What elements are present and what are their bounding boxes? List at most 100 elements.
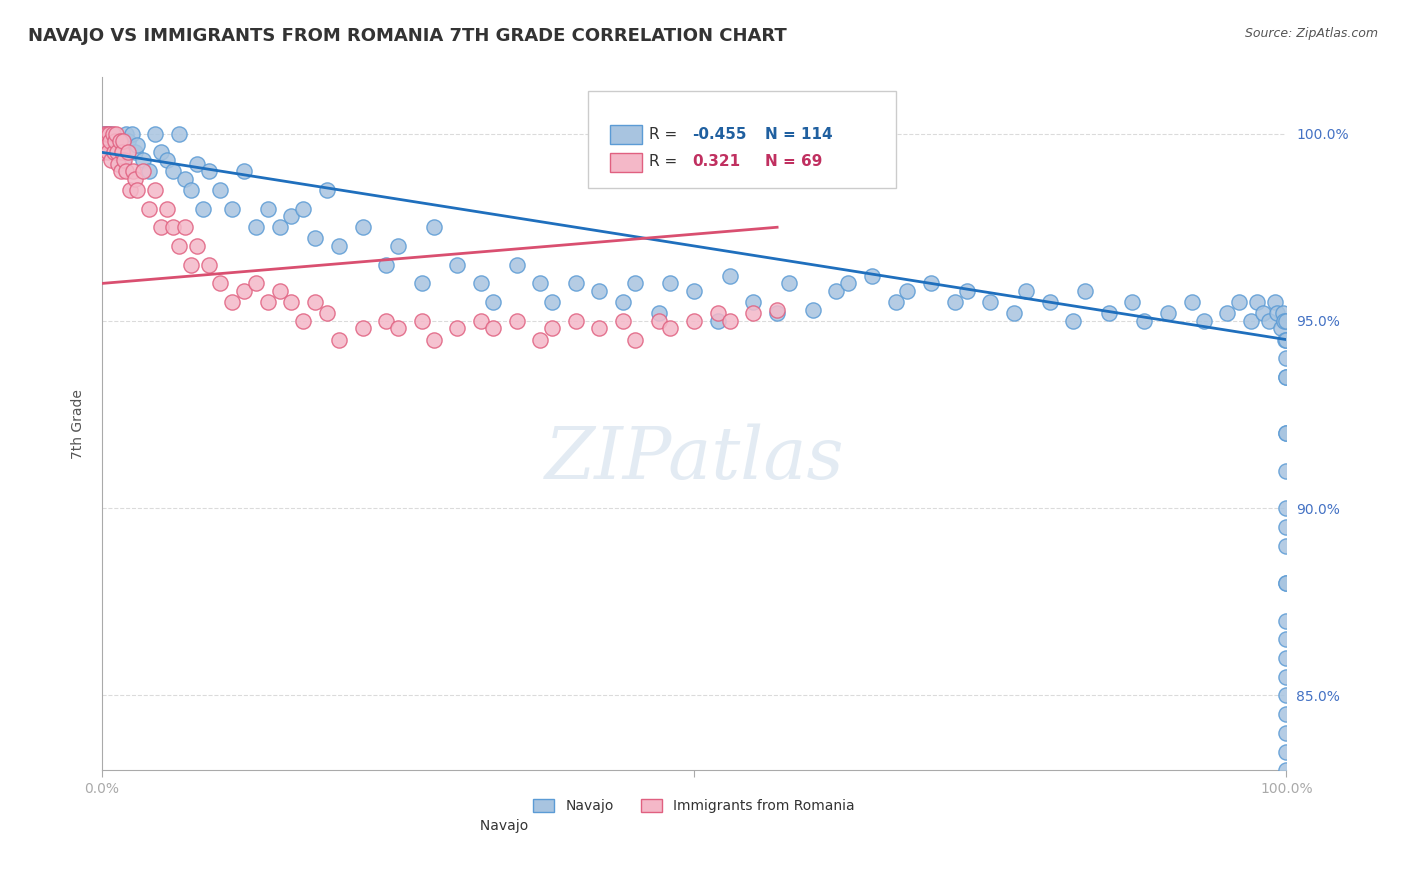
Point xyxy=(101,127,124,141)
Point xyxy=(1275,351,1298,366)
Point xyxy=(1240,314,1263,328)
Point xyxy=(1275,314,1298,328)
Point xyxy=(1121,295,1143,310)
Point xyxy=(186,156,208,170)
Point xyxy=(97,145,120,160)
Point xyxy=(108,145,131,160)
Point xyxy=(150,145,173,160)
Point xyxy=(801,302,824,317)
Point xyxy=(107,156,129,170)
Point xyxy=(121,164,143,178)
Point xyxy=(110,164,132,178)
Point xyxy=(1264,295,1286,310)
Point xyxy=(256,295,278,310)
Point xyxy=(624,333,647,347)
Point xyxy=(1275,651,1298,665)
Point xyxy=(91,145,114,160)
Point xyxy=(778,277,800,291)
Point xyxy=(143,127,166,141)
Point xyxy=(1275,576,1298,591)
Point xyxy=(173,220,195,235)
Point xyxy=(328,333,350,347)
Point xyxy=(1275,426,1298,441)
Point xyxy=(167,127,190,141)
Point xyxy=(105,145,128,160)
Point xyxy=(94,127,117,141)
Point xyxy=(97,127,120,141)
Point xyxy=(304,295,326,310)
Point xyxy=(766,306,789,320)
Point xyxy=(1275,464,1298,478)
Point xyxy=(588,321,610,335)
Point xyxy=(470,314,492,328)
Point xyxy=(1038,295,1060,310)
FancyBboxPatch shape xyxy=(588,91,896,188)
Point xyxy=(209,277,232,291)
Point xyxy=(156,153,179,167)
Point xyxy=(245,277,267,291)
Point xyxy=(124,171,146,186)
Point xyxy=(124,145,146,160)
Point xyxy=(1002,306,1025,320)
Point xyxy=(1272,314,1295,328)
Point xyxy=(659,277,682,291)
Point xyxy=(1274,333,1296,347)
Point xyxy=(105,127,128,141)
Point xyxy=(647,314,669,328)
Point xyxy=(209,183,232,197)
Point xyxy=(1271,306,1294,320)
Point xyxy=(280,209,302,223)
Point xyxy=(150,220,173,235)
Point xyxy=(422,333,444,347)
Point xyxy=(143,183,166,197)
Point xyxy=(117,134,139,148)
Point xyxy=(114,164,136,178)
Point xyxy=(446,321,468,335)
Point xyxy=(121,127,143,141)
Point xyxy=(117,145,139,160)
Point xyxy=(1015,284,1038,298)
Point xyxy=(167,239,190,253)
Point xyxy=(221,202,243,216)
Point xyxy=(132,164,155,178)
Point xyxy=(316,306,339,320)
Point xyxy=(979,295,1001,310)
Point xyxy=(541,295,564,310)
Point xyxy=(718,268,741,283)
Point xyxy=(529,277,551,291)
Point xyxy=(221,295,243,310)
Point xyxy=(766,302,789,317)
Point xyxy=(233,284,256,298)
Point xyxy=(191,202,214,216)
Point xyxy=(375,314,398,328)
Point xyxy=(1275,520,1298,534)
Point xyxy=(564,314,586,328)
Point xyxy=(742,295,765,310)
Point xyxy=(1192,314,1215,328)
Point xyxy=(470,277,492,291)
Point xyxy=(718,314,741,328)
Point xyxy=(1246,295,1268,310)
Point xyxy=(647,306,669,320)
Point xyxy=(1275,501,1298,516)
Text: NAVAJO VS IMMIGRANTS FROM ROMANIA 7TH GRADE CORRELATION CHART: NAVAJO VS IMMIGRANTS FROM ROMANIA 7TH GR… xyxy=(28,27,787,45)
Point xyxy=(896,284,918,298)
Point xyxy=(269,284,291,298)
Text: ZIPatlas: ZIPatlas xyxy=(544,424,844,494)
Text: R =: R = xyxy=(650,127,682,142)
Point xyxy=(541,321,564,335)
Point xyxy=(1270,321,1292,335)
Point xyxy=(1275,370,1298,384)
Point xyxy=(482,321,505,335)
Point xyxy=(256,202,278,216)
Point xyxy=(197,164,219,178)
Point xyxy=(1275,539,1298,553)
Point xyxy=(1275,670,1298,684)
Point xyxy=(1275,333,1298,347)
Point xyxy=(93,127,115,141)
Point xyxy=(624,277,647,291)
Point xyxy=(505,258,527,272)
Y-axis label: 7th Grade: 7th Grade xyxy=(72,389,86,458)
Point xyxy=(186,239,208,253)
Text: Navajo: Navajo xyxy=(458,819,527,833)
